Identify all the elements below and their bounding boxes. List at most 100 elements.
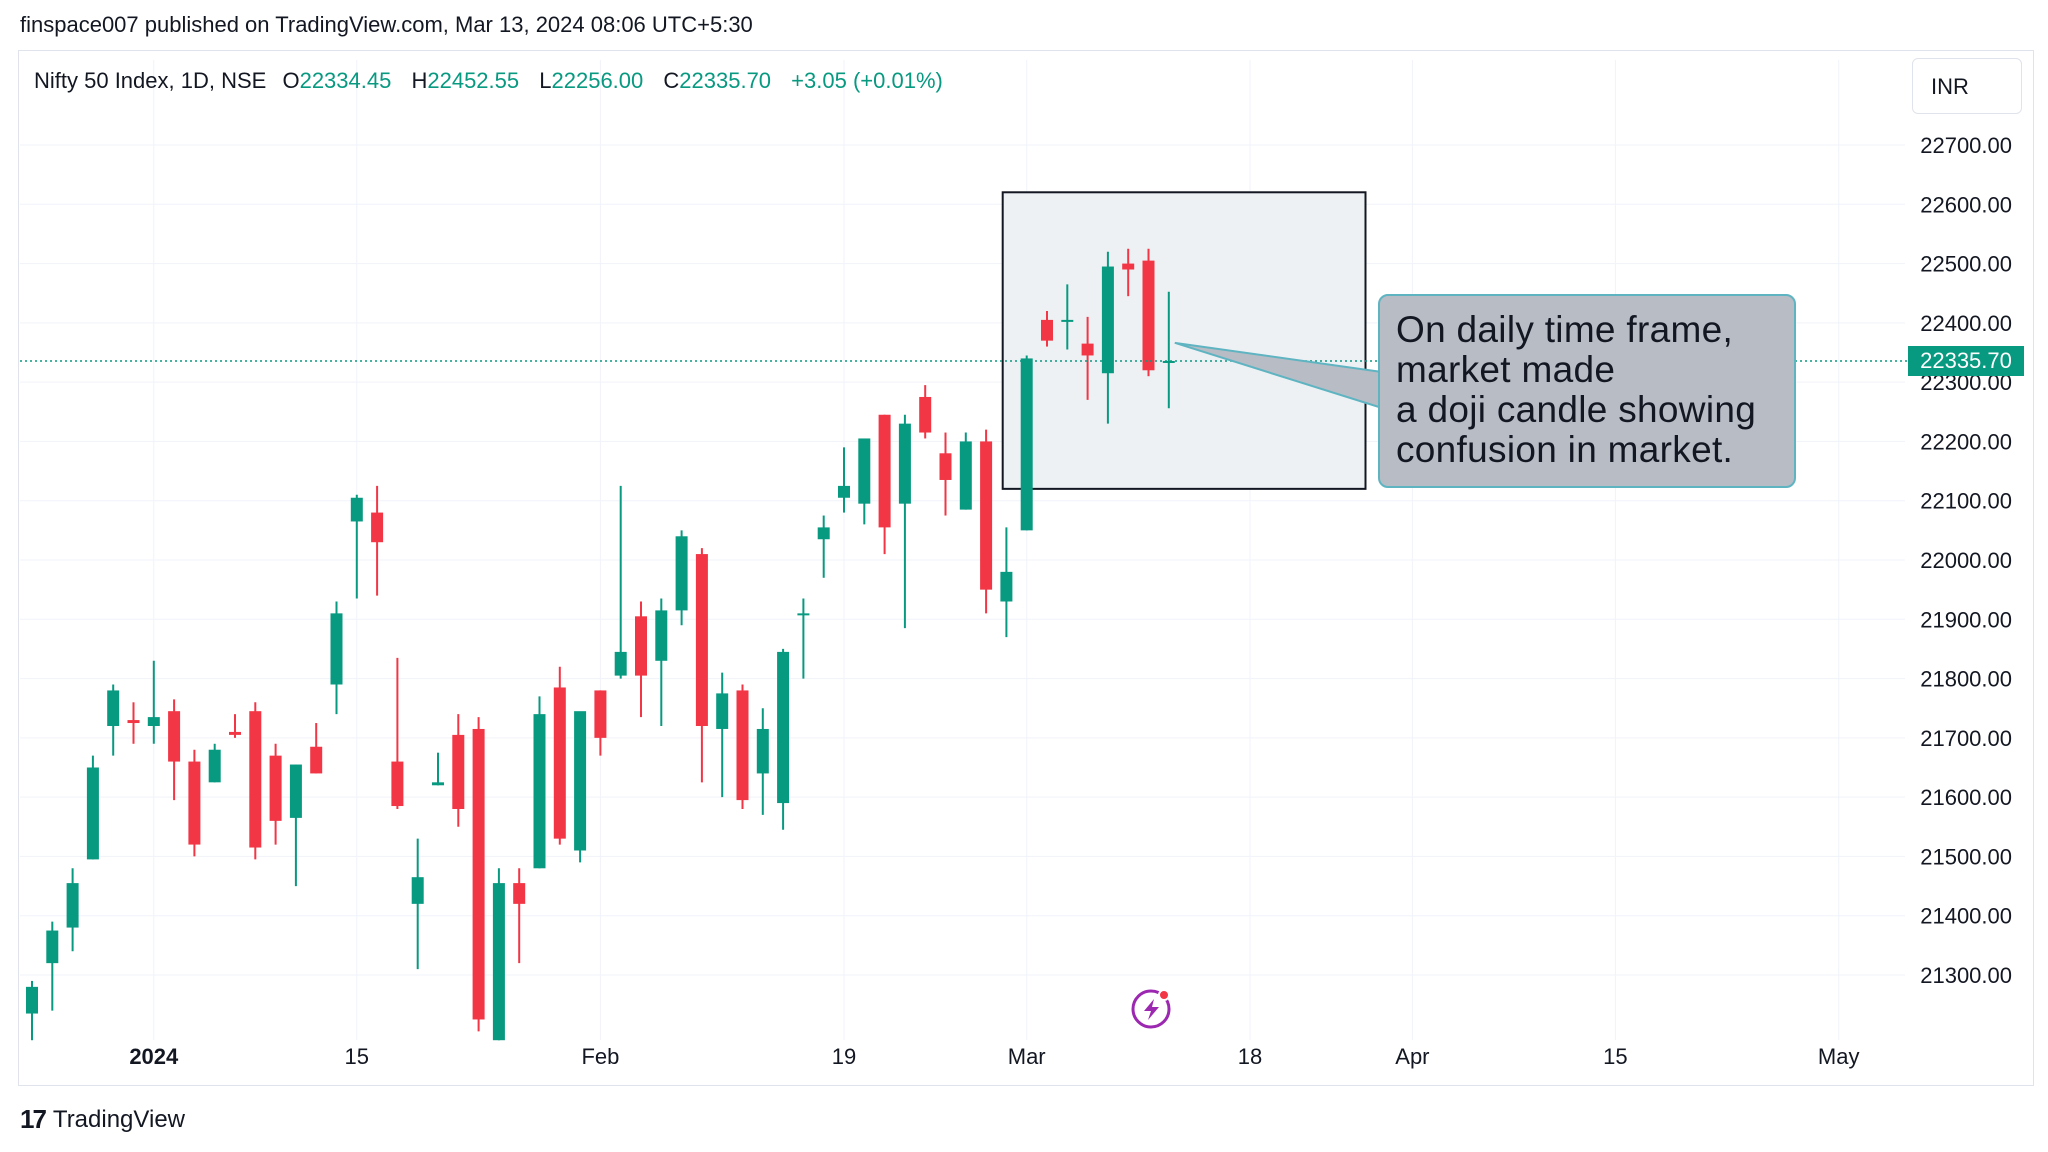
time-tick-label: 15 [345,1044,369,1069]
candle-body [249,711,262,848]
grid-lines [20,60,1905,1040]
price-tick-label: 21300.00 [1920,963,2012,988]
annotation-callout[interactable]: On daily time frame, market made a doji … [1378,294,1796,488]
candle-body [980,441,993,590]
time-tick-label: 18 [1238,1044,1262,1069]
candle-body [452,734,465,809]
candle-body [614,651,627,676]
price-tick-label: 22400.00 [1920,311,2012,336]
candle-body [695,554,708,726]
candle-body [1142,260,1155,371]
candle-body [289,764,302,818]
candle-body [432,782,444,786]
candle-body [817,527,830,540]
highlight-rectangle[interactable] [1001,191,1367,490]
candle-body [838,485,850,498]
symbol-label[interactable]: Nifty 50 Index, 1D, NSE [34,68,267,93]
open-value: 22334.45 [299,68,392,93]
price-tick-label: 22600.00 [1920,192,2012,217]
price-tick-label: 22700.00 [1920,133,2012,158]
price-tick-label: 21600.00 [1920,785,2012,810]
tradingview-branding[interactable]: 17 TradingView [20,1104,185,1135]
low-label: L [539,68,552,93]
snapshot-bolt-icon[interactable] [1131,989,1171,1029]
candle-body [655,610,668,661]
price-tick-label: 22100.00 [1920,489,2012,514]
brand-name: TradingView [52,1105,185,1133]
time-tick-label: 2024 [129,1044,179,1069]
candle-body [492,883,505,1041]
time-tick-label: Mar [1008,1044,1046,1069]
callout-line: confusion in market. [1396,429,1734,470]
candle-body [878,414,891,528]
candle-body [411,877,424,904]
price-tick-label: 21900.00 [1920,607,2012,632]
change-value: +3.05 (+0.01%) [791,68,943,93]
time-tick-label: Apr [1395,1044,1429,1069]
candle-body [147,717,160,726]
ohlc-legend: Nifty 50 Index, 1D, NSE O22334.45 H22452… [34,68,957,94]
candle-body [898,423,911,504]
price-tick-label: 21800.00 [1920,667,2012,692]
candles-group [26,248,1175,1041]
price-tick-label: 21500.00 [1920,844,2012,869]
candle-body [229,731,241,735]
candle-body [188,761,201,845]
time-tick-label: May [1818,1044,1860,1069]
candle-body [350,497,363,522]
candle-body [756,728,769,774]
candle-body [86,767,99,860]
candle-body [675,536,688,611]
high-value: 22452.55 [427,68,520,93]
candle-body [574,711,587,851]
candle-body [1081,343,1094,356]
candle-body [66,883,79,928]
time-tick-label: Feb [581,1044,619,1069]
candle-body [513,883,526,904]
low-value: 22256.00 [551,68,644,93]
price-tick-label: 21400.00 [1920,904,2012,929]
time-tick-label: 15 [1603,1044,1627,1069]
publish-info: finspace007 published on TradingView.com… [20,12,753,37]
callout-line: On daily time frame, [1396,309,1734,350]
price-tick-label: 22500.00 [1920,252,2012,277]
candle-body [1162,360,1175,363]
candle-body [330,613,343,685]
candle-body [1061,319,1074,322]
candle-body [858,438,871,504]
candle-body [1041,319,1053,341]
last-price-tag: 22335.70 [1908,346,2024,376]
candle-body [1020,358,1033,531]
candle-body [127,720,140,724]
candle-body [959,441,972,510]
time-tick-label: 19 [832,1044,856,1069]
price-tick-label: 22200.00 [1920,429,2012,454]
candle-body [533,714,546,869]
candle-body [777,651,790,804]
high-label: H [411,68,428,93]
chart-frame [18,50,2034,1086]
candle-body [716,693,729,729]
candle-body [1122,263,1135,270]
candle-body [391,761,404,807]
candle-body [939,453,952,480]
candle-body [1101,266,1114,374]
tradingview-logo-icon: 17 [20,1104,47,1134]
currency-selector[interactable]: INR [1912,58,2022,114]
candle-body [919,396,932,433]
candle-body [553,687,566,839]
candle-body [635,616,647,676]
close-value: 22335.70 [679,68,772,93]
time-axis[interactable]: 2024 15 Feb 19 Mar 18 Apr 15 May [129,1044,1859,1069]
price-axis[interactable]: 22700.0022600.0022500.0022400.0022300.00… [1920,133,2012,988]
open-label: O [282,68,300,93]
callout-line: a doji candle showing [1396,389,1757,430]
candle-body [371,512,384,543]
candle-body [310,746,323,774]
candle-body [594,690,607,738]
price-tick-label: 22000.00 [1920,548,2012,573]
price-tick-label: 21700.00 [1920,726,2012,751]
candle-body [797,613,810,616]
callout-line: market made [1396,349,1616,390]
